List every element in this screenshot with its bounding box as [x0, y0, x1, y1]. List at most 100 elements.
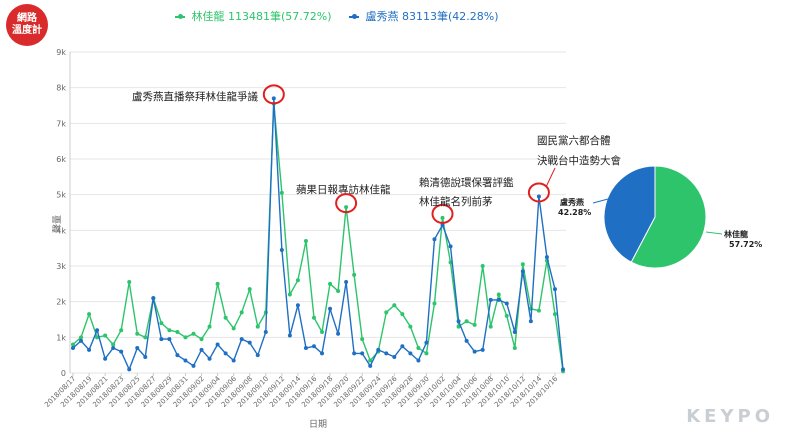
- series-0-point: [127, 280, 132, 285]
- series-1-point: [287, 333, 292, 338]
- series-0-point: [392, 303, 397, 308]
- series-1-point: [103, 356, 108, 361]
- series-0-point: [135, 331, 140, 336]
- series-0-point: [303, 239, 308, 244]
- logo-line-2: 溫度計: [12, 25, 42, 36]
- series-0-point: [143, 335, 148, 340]
- y-tick-label: 5k: [56, 191, 66, 200]
- annotation-leader: [545, 167, 556, 188]
- series-1-point: [456, 319, 461, 324]
- series-1-point: [143, 354, 148, 359]
- series-1-point: [175, 353, 180, 358]
- series-1-point: [119, 349, 124, 354]
- series-0-point: [464, 319, 469, 324]
- series-0-point: [103, 333, 108, 338]
- pie-label-name: 林佳龍: [724, 229, 748, 239]
- highlight-circle: [262, 84, 285, 105]
- series-1-point: [424, 340, 429, 345]
- legend-item-series-1[interactable]: 盧秀燕 83113筆(42.28%): [349, 8, 499, 24]
- series-0-point: [360, 337, 365, 342]
- series-0-point: [199, 337, 204, 342]
- legend-swatch: [349, 14, 360, 19]
- series-1-point: [167, 337, 172, 342]
- series-1-point: [344, 280, 349, 285]
- series-0-point: [320, 329, 325, 334]
- series-1-point: [271, 96, 276, 101]
- series-0-point: [311, 315, 316, 320]
- highlight-circle: [431, 203, 454, 224]
- series-0-point: [496, 292, 501, 297]
- y-tick-label: 8k: [56, 84, 66, 93]
- series-0-point: [71, 342, 75, 347]
- pie-leader: [705, 231, 723, 235]
- series-1-point: [448, 244, 453, 249]
- series-1-point: [247, 340, 252, 345]
- series-1-point: [392, 354, 397, 359]
- series-0-point: [424, 351, 429, 356]
- series-1-point: [151, 296, 156, 301]
- pie-slice-1: [603, 165, 656, 263]
- y-tick-label: 9k: [56, 48, 66, 57]
- series-0-point: [368, 358, 373, 363]
- series-1-point: [520, 269, 525, 274]
- series-1-point: [544, 255, 549, 260]
- series-1-point: [199, 347, 204, 352]
- series-0-point: [287, 292, 292, 297]
- series-1-point: [472, 349, 477, 354]
- legend-swatch: [175, 14, 185, 19]
- series-1-point: [95, 328, 100, 333]
- series-1-point: [561, 367, 565, 372]
- series-1-point: [408, 351, 413, 356]
- pie-slice-0: [630, 165, 707, 269]
- series-0-point: [504, 313, 509, 318]
- x-axis-label: 日期: [309, 419, 327, 430]
- series-1-point: [239, 337, 244, 342]
- series-0-point: [119, 328, 124, 333]
- annotation-text: 決戰台中造勢大會: [537, 154, 621, 167]
- pie-label-name: 盧秀燕: [560, 197, 584, 207]
- annotation-text: 賴清德說環保署評鑑: [419, 176, 514, 189]
- series-0-point: [247, 287, 252, 292]
- series-1-point: [400, 344, 405, 349]
- series-1-point: [552, 287, 557, 292]
- series-1-point: [320, 351, 325, 356]
- series-0-point: [520, 262, 525, 267]
- series-lines: [71, 96, 565, 374]
- series-0-point: [416, 346, 421, 351]
- series-1-point: [360, 351, 365, 356]
- series-1-point: [336, 331, 341, 336]
- series-0-point: [488, 324, 493, 329]
- series-0-point: [279, 190, 284, 195]
- series-1-point: [416, 358, 421, 363]
- series-0-point: [191, 331, 196, 336]
- series-1-point: [536, 194, 541, 199]
- grid-lines: [69, 51, 566, 374]
- series-0-point: [384, 310, 389, 315]
- series-0-point: [512, 346, 517, 351]
- series-1-point: [183, 358, 188, 363]
- series-1-point: [480, 347, 485, 352]
- series-1-point: [328, 306, 333, 311]
- series-0-point: [480, 264, 485, 268]
- series-1-point: [464, 338, 469, 343]
- annotation-text: 林佳龍名列前茅: [419, 195, 493, 208]
- series-1-point: [504, 301, 509, 306]
- series-0-point: [352, 272, 357, 277]
- series-0-point: [432, 301, 437, 306]
- series-1-point: [231, 358, 236, 363]
- series-1-point: [384, 351, 389, 356]
- series-1-point: [440, 222, 445, 227]
- series-1-point: [376, 347, 381, 352]
- series-1-point: [263, 329, 268, 334]
- legend-item-series-0[interactable]: 林佳龍 113481筆(57.72%): [175, 8, 332, 24]
- series-0-point: [336, 288, 341, 293]
- series-1-point: [215, 342, 220, 347]
- series-0-point: [183, 335, 188, 340]
- series-0-point: [440, 215, 445, 220]
- highlight-circle: [335, 193, 358, 214]
- series-0-point: [79, 335, 84, 340]
- pie-leader: [592, 198, 609, 204]
- series-1-point: [79, 338, 84, 343]
